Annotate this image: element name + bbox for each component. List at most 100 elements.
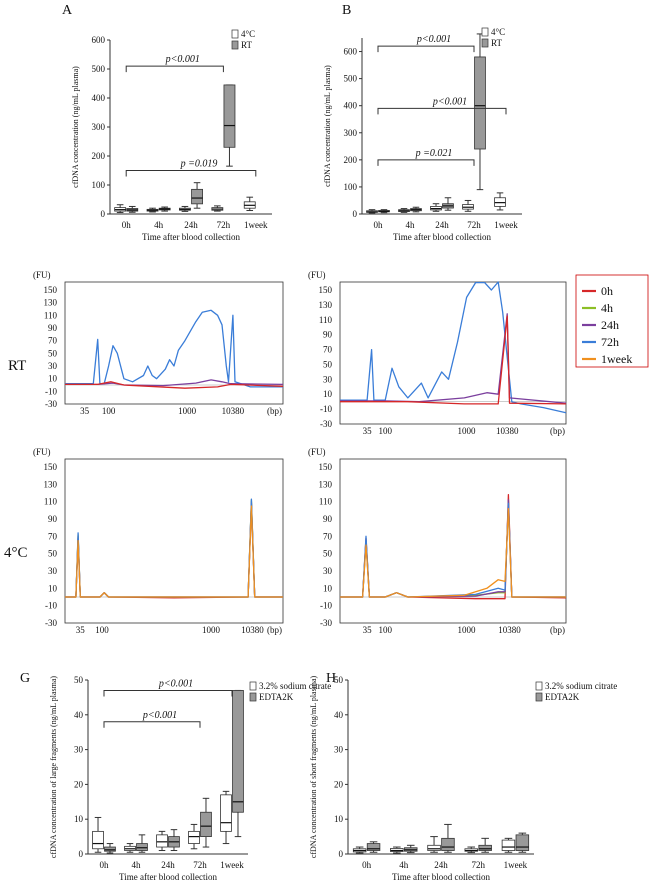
row-label-cold: 4°C	[4, 545, 28, 561]
box-EDTA2K-0h	[104, 843, 116, 854]
bracket-line	[377, 45, 475, 53]
y-tick-label: 50	[48, 348, 58, 358]
box-3.2% sodium citrate-0h	[92, 816, 104, 853]
box-EDTA2K-4h	[404, 844, 418, 854]
box-3.2% sodium citrate-1week	[501, 837, 516, 853]
y-unit: (FU)	[33, 447, 51, 457]
box-RT-24h	[442, 197, 454, 211]
box-body	[366, 843, 381, 851]
panel-H: H 0 10 20 30 40 50 0h 4h 24h 72h 1week Time after bl…	[309, 671, 617, 882]
x-tick-label: 0h	[100, 860, 110, 870]
x-tick-label: 10380	[496, 426, 519, 436]
x-unit: (bp)	[550, 625, 565, 635]
y-tick-label: 500	[92, 64, 106, 74]
x-tick-label: 35	[363, 625, 373, 635]
significance-bracket: p<0.001	[377, 34, 475, 53]
box-body	[188, 830, 200, 844]
y-tick-label: 30	[334, 745, 344, 755]
y-tick-label: 400	[344, 101, 358, 111]
bracket-line	[103, 721, 201, 728]
box-body	[501, 839, 516, 851]
y-tick-label: 90	[48, 514, 58, 524]
y-tick-label: 100	[344, 182, 358, 192]
x-tick-label: 0h	[374, 220, 384, 230]
y-tick-label: 10	[48, 583, 58, 593]
x-tick-label: 1week	[494, 220, 518, 230]
y-tick-label: 110	[44, 497, 58, 507]
trace-72h	[65, 309, 283, 388]
significance-bracket: p<0.001	[103, 678, 233, 697]
x-unit: (bp)	[267, 625, 282, 635]
x-tick-label: 35	[363, 426, 373, 436]
y-tick-label: 10	[323, 389, 333, 399]
y-tick-label: 130	[44, 298, 58, 308]
y-tick-label: 200	[344, 155, 358, 165]
trace-1week	[340, 507, 566, 598]
x-tick-label: 72h	[193, 860, 207, 870]
box-3.2% sodium citrate-24h	[427, 836, 441, 853]
box-4°C-1week	[494, 192, 506, 211]
panel-E: E(FU)-30-1010305070901101301503510010001…	[33, 447, 284, 635]
y-tick-label: 90	[48, 323, 58, 333]
trace-1week	[65, 505, 283, 598]
y-tick-label: 0	[101, 209, 106, 219]
box-EDTA2K-72h	[478, 837, 492, 853]
box-RT-0h	[126, 205, 139, 213]
x-axis-title: Time after blood collection	[142, 232, 240, 242]
y-tick-label: 100	[92, 180, 106, 190]
y-tick-label: 30	[323, 566, 333, 576]
y-tick-label: 0	[79, 849, 84, 859]
significance-bracket: p<0.001	[125, 54, 224, 73]
legend-swatch	[249, 692, 257, 702]
legend-swatch	[231, 29, 239, 39]
legend-text-24h: 24h	[601, 318, 619, 332]
legend-swatch	[481, 38, 489, 48]
y-tick-label: 110	[44, 310, 58, 320]
legend-text-72h: 72h	[601, 335, 619, 349]
box-RT-0h	[378, 209, 390, 214]
box-RT-72h	[474, 33, 486, 191]
box-RT-72h	[223, 84, 236, 167]
box-EDTA2K-24h	[168, 829, 180, 852]
panel-label: B	[342, 3, 351, 18]
box-EDTA2K-1week	[232, 689, 244, 838]
y-tick-label: 10	[48, 374, 58, 384]
x-tick-label: 1week	[244, 220, 268, 230]
y-tick-label: 30	[323, 374, 333, 384]
y-tick-label: 20	[334, 779, 344, 789]
legend-swatch	[535, 681, 543, 691]
box-body	[92, 830, 104, 850]
box-EDTA2K-72h	[200, 797, 212, 848]
y-tick-label: 0	[339, 849, 344, 859]
x-tick-label: 4h	[406, 220, 416, 230]
significance-bracket: p =0.021	[377, 148, 475, 166]
y-tick-label: 150	[319, 285, 333, 295]
box-EDTA2K-1week	[515, 832, 530, 853]
x-tick-label: 35	[76, 625, 86, 635]
y-tick-label: 500	[344, 74, 358, 84]
box-4°C-72h	[462, 199, 474, 212]
p-value: p =0.021	[415, 148, 453, 159]
y-tick-label: 150	[319, 462, 333, 472]
y-tick-label: 90	[323, 514, 333, 524]
box-4°C-24h	[430, 203, 442, 212]
y-tick-label: 150	[44, 285, 58, 295]
box-body	[136, 843, 148, 851]
y-tick-label: 70	[323, 531, 333, 541]
y-tick-label: 50	[74, 675, 84, 685]
y-tick-label: 130	[319, 479, 333, 489]
bracket-line	[125, 65, 224, 73]
y-tick-label: 300	[344, 128, 358, 138]
legend-swatch	[249, 681, 257, 691]
box-body	[427, 844, 441, 851]
y-tick-label: 10	[323, 583, 333, 593]
box-legend: 4°CRT	[481, 27, 505, 48]
y-tick-label: 90	[323, 330, 333, 340]
y-tick-label: 70	[48, 336, 58, 346]
y-tick-label: -30	[45, 399, 57, 409]
x-tick-label: 72h	[471, 860, 485, 870]
box-body	[515, 834, 530, 851]
